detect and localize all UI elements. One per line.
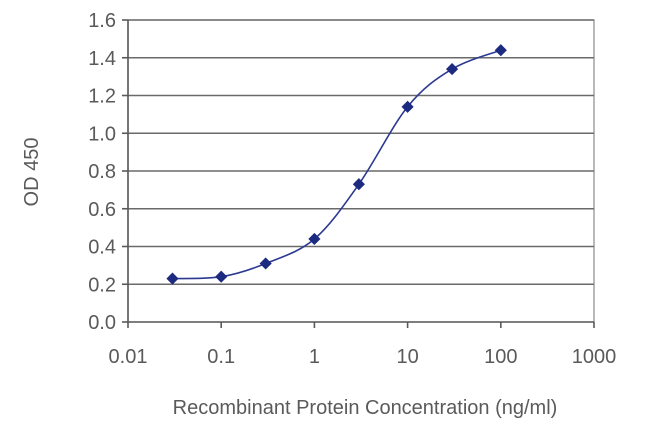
data-point: [352, 178, 365, 191]
y-tick-label: 0.0: [88, 312, 116, 334]
x-tick-label: 1: [309, 346, 320, 368]
y-tick-label: 1.6: [88, 10, 116, 32]
y-tick-label: 0.8: [88, 161, 116, 183]
x-tick-label: 100: [484, 346, 517, 368]
y-axis-title: OD 450: [21, 138, 43, 207]
data-point: [308, 232, 321, 246]
y-tick-label: 0.6: [88, 199, 116, 221]
y-tick-label: 1.4: [88, 48, 116, 70]
x-axis-title: Recombinant Protein Concentration (ng/ml…: [173, 397, 558, 419]
x-tick-label: 0.1: [207, 346, 235, 368]
y-tick-label: 0.4: [88, 237, 116, 259]
y-tick-label: 0.2: [88, 274, 116, 296]
data-point: [166, 272, 179, 285]
x-tick-label: 0.01: [109, 346, 148, 368]
data-point: [215, 270, 228, 283]
y-axis: 0.0 0.2 0.4 0.6 0.8 1.0 1.2 1.4 1.6: [88, 10, 129, 334]
grid: [128, 19, 594, 286]
y-tick-label: 1.2: [88, 86, 116, 108]
data-point: [259, 257, 272, 270]
fit-curve: [172, 49, 502, 280]
data-point: [494, 44, 507, 57]
data-points: [166, 44, 507, 285]
x-tick-label: 1000: [572, 346, 617, 368]
data-point: [446, 63, 459, 76]
series-line: [172, 49, 502, 280]
y-tick-label: 1.0: [88, 123, 116, 145]
x-axis: 0.01 0.1 1 10 100 1000: [109, 321, 617, 368]
x-tick-label: 10: [396, 346, 418, 368]
data-point: [401, 100, 414, 113]
